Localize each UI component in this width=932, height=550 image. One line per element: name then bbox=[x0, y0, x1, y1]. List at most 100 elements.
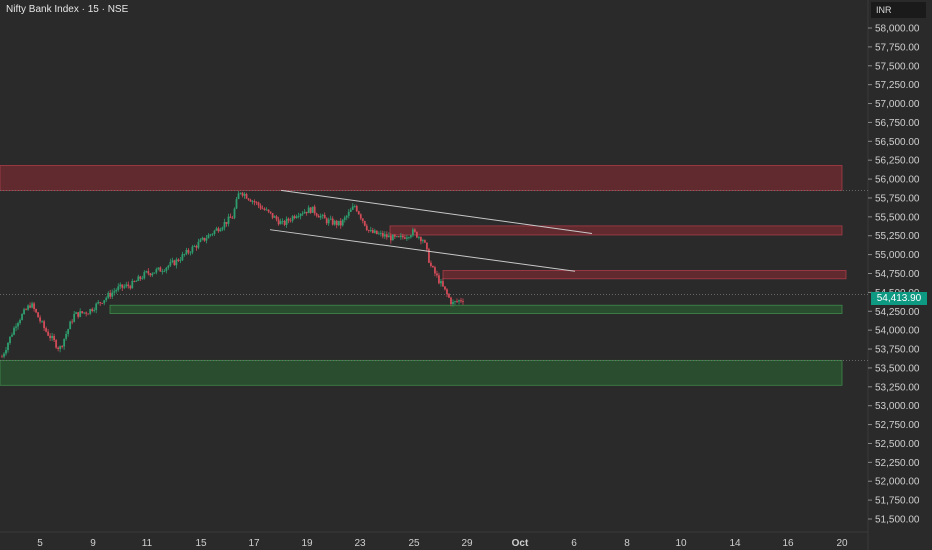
candle-down bbox=[217, 228, 220, 232]
candle-down bbox=[139, 276, 142, 279]
candle-down bbox=[101, 302, 104, 304]
candle-up bbox=[31, 303, 33, 308]
candle-up bbox=[17, 323, 19, 327]
candle-down bbox=[432, 266, 434, 268]
candle-down bbox=[403, 237, 406, 239]
candle-down bbox=[49, 335, 52, 339]
candle-up bbox=[93, 310, 96, 311]
y-tick-label: 55,000.00 bbox=[875, 250, 920, 261]
candle-up bbox=[327, 219, 330, 224]
x-tick-label: 17 bbox=[248, 538, 260, 549]
candle-up bbox=[422, 240, 424, 242]
candle-up bbox=[458, 300, 460, 302]
candle-down bbox=[61, 346, 64, 348]
candle-down bbox=[25, 309, 27, 311]
currency-selector[interactable]: INR bbox=[871, 2, 926, 18]
candle-down bbox=[339, 220, 342, 226]
candle-up bbox=[51, 336, 54, 339]
candle-down bbox=[426, 242, 428, 250]
candle-up bbox=[95, 303, 98, 311]
candlesticks bbox=[1, 191, 464, 359]
candle-up bbox=[111, 292, 114, 297]
candle-up bbox=[235, 199, 238, 209]
candle-up bbox=[5, 349, 7, 354]
candle-up bbox=[341, 219, 344, 226]
candle-down bbox=[355, 205, 358, 212]
support-zone bbox=[0, 359, 843, 386]
candle-up bbox=[65, 333, 68, 339]
candle-up bbox=[311, 206, 314, 213]
candle-up bbox=[345, 215, 348, 218]
candle-down bbox=[434, 267, 436, 274]
candle-down bbox=[247, 198, 250, 200]
x-tick-label: Oct bbox=[512, 538, 529, 549]
candle-up bbox=[299, 213, 302, 217]
time-axis[interactable]: 5 9 11 15 17 19 23 25 29 Oct 6 8 10 14 16 20 bbox=[37, 538, 848, 549]
candle-down bbox=[325, 218, 328, 224]
candle-up bbox=[349, 209, 352, 212]
candle-down bbox=[460, 300, 462, 302]
candle-up bbox=[207, 234, 210, 239]
candle-down bbox=[269, 211, 272, 213]
x-tick-label: 10 bbox=[675, 538, 687, 549]
candle-up bbox=[251, 201, 254, 202]
candle-up bbox=[239, 192, 242, 194]
candle-down bbox=[442, 281, 444, 287]
y-tick-label: 57,750.00 bbox=[875, 42, 920, 53]
y-tick-label: 52,500.00 bbox=[875, 439, 920, 450]
candle-up bbox=[369, 230, 372, 231]
candle-down bbox=[133, 281, 136, 282]
candle-up bbox=[125, 284, 128, 287]
candle-down bbox=[317, 215, 320, 218]
chart-grid bbox=[0, 0, 869, 550]
candle-up bbox=[143, 272, 146, 279]
x-tick-label: 11 bbox=[142, 538, 153, 549]
candle-down bbox=[375, 230, 378, 235]
candle-down bbox=[385, 234, 388, 238]
candle-up bbox=[201, 237, 204, 240]
dashed-levels bbox=[0, 190, 868, 361]
candle-up bbox=[347, 211, 350, 216]
x-tick-label: 29 bbox=[461, 538, 473, 549]
candle-down bbox=[255, 202, 258, 204]
candle-up bbox=[9, 336, 11, 344]
candle-up bbox=[273, 216, 276, 218]
y-tick-label: 53,500.00 bbox=[875, 363, 920, 374]
candle-up bbox=[7, 343, 9, 350]
y-tick-label: 58,000.00 bbox=[875, 24, 920, 35]
candle-down bbox=[444, 286, 446, 290]
candle-down bbox=[416, 231, 418, 238]
y-tick-label: 53,000.00 bbox=[875, 401, 920, 412]
candle-up bbox=[285, 218, 288, 225]
candle-up bbox=[295, 216, 298, 218]
last-price-tag: 54,413.90 bbox=[871, 292, 927, 305]
candle-down bbox=[323, 214, 326, 219]
y-tick-label: 52,000.00 bbox=[875, 477, 920, 488]
candle-down bbox=[357, 211, 360, 215]
candle-down bbox=[389, 235, 392, 241]
candle-down bbox=[331, 218, 334, 225]
candle-up bbox=[221, 227, 224, 230]
candle-down bbox=[448, 294, 450, 298]
candle-up bbox=[75, 312, 78, 314]
candle-up bbox=[405, 237, 408, 239]
candle-up bbox=[233, 208, 236, 219]
x-tick-label: 8 bbox=[624, 538, 630, 549]
candle-down bbox=[177, 259, 180, 261]
candle-down bbox=[424, 240, 426, 243]
candle-down bbox=[77, 312, 80, 317]
candle-down bbox=[381, 232, 384, 237]
y-tick-label: 57,250.00 bbox=[875, 80, 920, 91]
candle-down bbox=[305, 211, 308, 214]
candle-up bbox=[175, 259, 178, 266]
price-axis[interactable]: 58,000.00 57,750.00 57,500.00 57,250.00 57,0… bbox=[868, 24, 920, 526]
candle-down bbox=[53, 336, 56, 341]
candle-up bbox=[399, 235, 402, 238]
candle-down bbox=[361, 218, 364, 221]
trendlines bbox=[269, 189, 593, 272]
x-tick-label: 14 bbox=[729, 538, 741, 549]
candle-up bbox=[19, 319, 21, 324]
candle-down bbox=[85, 312, 88, 314]
candle-down bbox=[267, 209, 270, 212]
